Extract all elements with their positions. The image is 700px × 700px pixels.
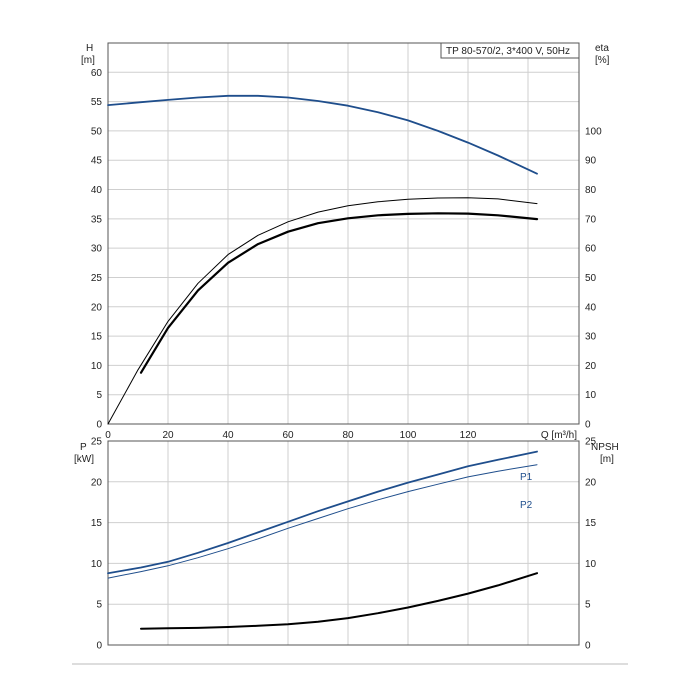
p-axis-unit: [kW] [74,454,94,465]
right-tick-label: 80 [585,185,597,196]
right-tick-label: 10 [585,559,597,570]
left-tick-label: 5 [96,600,102,611]
right-tick-label: 90 [585,156,597,167]
bottom-tick-labels: 0 5 10 15 20 25 0 5 10 15 20 25 [91,437,597,652]
x-tick-label: 60 [282,430,294,441]
left-tick-label: 55 [91,97,103,108]
right-tick-label: 30 [585,332,597,343]
left-tick-label: 20 [91,477,103,488]
x-tick-label: 120 [460,430,477,441]
left-tick-label: 5 [96,390,102,401]
left-tick-label: 30 [91,244,103,255]
series-line-p2 [107,464,538,579]
series-line-efficiency-thin [107,197,538,425]
bottom-plot-frame [107,440,580,646]
left-tick-label: 45 [91,156,103,167]
right-tick-label: 0 [585,641,591,652]
title-box [440,42,580,59]
eta-axis-label: eta [595,43,609,54]
left-tick-label: 35 [91,214,103,225]
series-line-npsh [140,572,538,630]
series-line-p1 [107,450,538,575]
left-tick-label: 0 [96,641,102,652]
right-tick-label: 5 [585,600,591,611]
head-efficiency-panel: 0 5 10 15 20 25 30 35 40 45 50 55 60 0 10 20 30 40 50 60 70 8… [81,42,610,441]
left-tick-label: 0 [96,420,102,431]
p-axis-label: P [80,442,87,453]
x-tick-label: 0 [105,430,111,441]
top-tick-labels: 0 5 10 15 20 25 30 35 40 45 50 55 60 0 10 20 30 40 50 60 70 8… [91,68,602,441]
left-tick-label: 60 [91,68,103,79]
right-tick-label: 25 [585,437,597,448]
h-axis-label: H [86,43,93,54]
left-tick-label: 15 [91,332,103,343]
npsh-axis-unit: [m] [600,454,614,465]
eta-axis-unit: [%] [595,55,610,66]
right-tick-label: 10 [585,390,597,401]
x-tick-label: 80 [342,430,354,441]
q-axis-label: Q [m³/h] [541,430,577,441]
x-tick-label: 20 [162,430,174,441]
left-tick-label: 40 [91,185,103,196]
p2-series-label: P2 [520,500,533,511]
right-tick-label: 100 [585,126,602,137]
left-tick-label: 15 [91,518,103,529]
right-tick-label: 0 [585,420,591,431]
right-tick-label: 15 [585,518,597,529]
left-tick-label: 10 [91,559,103,570]
left-tick-label: 25 [91,273,103,284]
top-series-group [107,94,539,425]
right-tick-label: 20 [585,361,597,372]
right-tick-label: 60 [585,244,597,255]
top-plot-frame [107,42,580,425]
series-line-head [107,94,538,175]
right-tick-label: 20 [585,477,597,488]
left-tick-label: 10 [91,361,103,372]
left-tick-label: 20 [91,302,103,313]
npsh-axis-label: NPSH [591,442,619,453]
bottom-series-group [107,450,538,630]
left-tick-label: 50 [91,126,103,137]
x-tick-label: 40 [222,430,234,441]
x-tick-label: 100 [400,430,417,441]
h-axis-unit: [m] [81,55,95,66]
series-line-efficiency-thick [139,212,539,374]
right-tick-label: 40 [585,302,597,313]
p1-series-label: P1 [520,472,533,483]
title-box-text: TP 80-570/2, 3*400 V, 50Hz [446,46,570,57]
right-tick-label: 50 [585,273,597,284]
left-tick-label: 25 [91,437,103,448]
right-tick-label: 70 [585,214,597,225]
